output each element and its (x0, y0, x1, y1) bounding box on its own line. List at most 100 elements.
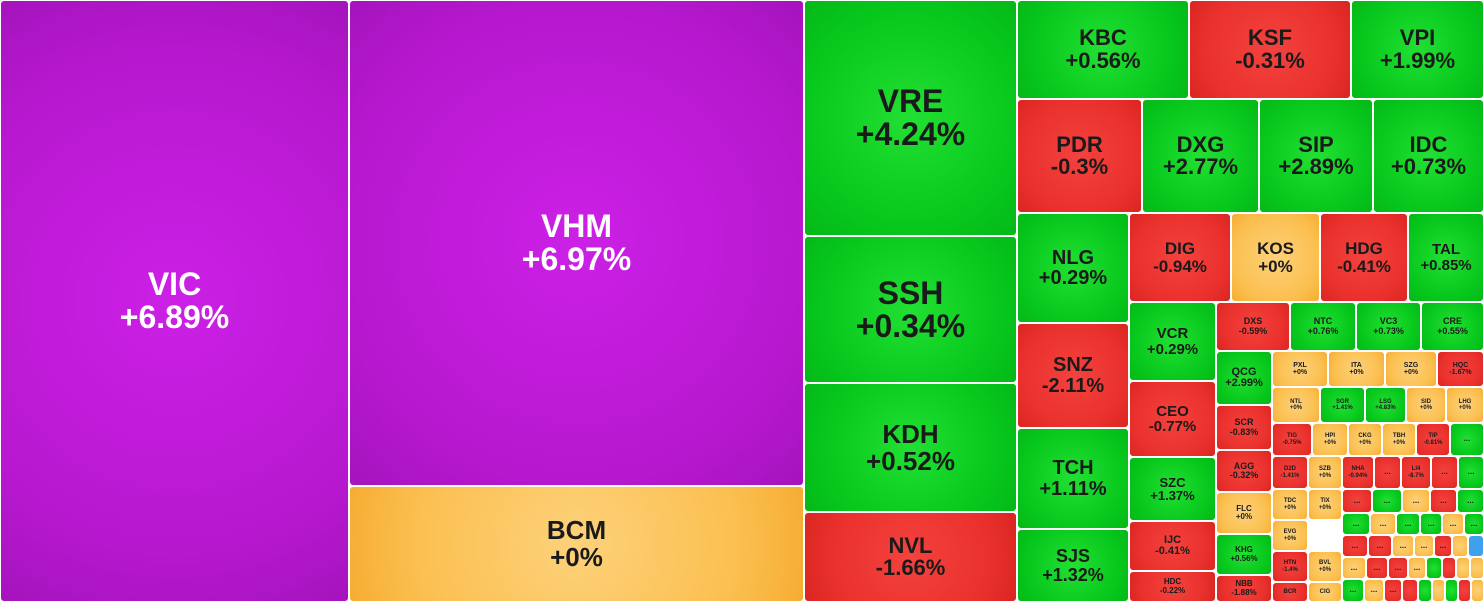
tile-vpi[interactable]: VPI +1.99% (1351, 0, 1484, 99)
tile-small[interactable]: ... (1364, 579, 1384, 602)
tile-ntc[interactable]: NTC +0.76% (1290, 302, 1356, 351)
tile-small[interactable]: ... (1457, 489, 1484, 513)
tile-small[interactable]: ... (1434, 535, 1452, 557)
tile-small[interactable] (1445, 579, 1458, 602)
tile-evg[interactable]: EVG +0% (1272, 520, 1308, 551)
tile-tal[interactable]: TAL +0.85% (1408, 213, 1484, 302)
tile-small[interactable] (1442, 557, 1456, 579)
tile-small[interactable]: ... (1450, 423, 1484, 456)
tile-hdg[interactable]: HDG -0.41% (1320, 213, 1408, 302)
tile-tix[interactable]: TIX +0% (1308, 489, 1342, 520)
tile-szg[interactable]: SZG +0% (1385, 351, 1437, 387)
tile-small[interactable]: ... (1442, 513, 1464, 535)
tile-lhg[interactable]: LHG +0% (1446, 387, 1484, 423)
tile-kdh[interactable]: KDH +0.52% (804, 383, 1017, 512)
tile-szb[interactable]: SZB +0% (1308, 456, 1342, 489)
tile-hpi[interactable]: HPI +0% (1312, 423, 1348, 456)
tile-small[interactable]: ... (1408, 557, 1426, 579)
tile-kbc[interactable]: KBC +0.56% (1017, 0, 1189, 99)
tile-small[interactable]: ... (1342, 513, 1370, 535)
tile-qcg[interactable]: QCG +2.99% (1216, 351, 1272, 405)
tile-small[interactable]: ... (1458, 456, 1484, 489)
tile-ceo[interactable]: CEO -0.77% (1129, 381, 1216, 457)
tile-li4[interactable]: LI4 -8.7% (1401, 456, 1431, 489)
tile-vhm[interactable]: VHM +6.97% (349, 0, 804, 486)
tile-ntl[interactable]: NTL +0% (1272, 387, 1320, 423)
tile-nha[interactable]: NHA -0.94% (1342, 456, 1374, 489)
tile-nvl[interactable]: NVL -1.66% (804, 512, 1017, 602)
tile-small[interactable] (1418, 579, 1432, 602)
tile-small[interactable]: ... (1372, 489, 1402, 513)
tile-small[interactable]: ... (1396, 513, 1420, 535)
tile-small[interactable] (1468, 535, 1484, 557)
tile-dig[interactable]: DIG -0.94% (1129, 213, 1231, 302)
tile-small[interactable]: ... (1388, 557, 1408, 579)
tile-small[interactable] (1456, 557, 1470, 579)
tile-pdr[interactable]: PDR -0.3% (1017, 99, 1142, 213)
tile-sid[interactable]: SID +0% (1406, 387, 1446, 423)
tile-tch[interactable]: TCH +1.11% (1017, 428, 1129, 529)
tile-small[interactable] (1452, 535, 1468, 557)
tile-tig[interactable]: TIG -0.75% (1272, 423, 1312, 456)
tile-htn[interactable]: HTN -1.4% (1272, 551, 1308, 582)
tile-nlg[interactable]: NLG +0.29% (1017, 213, 1129, 323)
tile-agg[interactable]: AGG -0.32% (1216, 450, 1272, 492)
tile-bcm[interactable]: BCM +0% (349, 486, 804, 602)
tile-khg[interactable]: KHG +0.56% (1216, 534, 1272, 575)
tile-small[interactable] (1426, 557, 1442, 579)
tile-cre[interactable]: CRE +0.55% (1421, 302, 1484, 351)
tile-small[interactable]: ... (1430, 489, 1457, 513)
tile-vc3[interactable]: VC3 +0.73% (1356, 302, 1421, 351)
tile-small[interactable]: ... (1402, 489, 1430, 513)
tile-small[interactable]: ... (1431, 456, 1458, 489)
tile-szc[interactable]: SZC +1.37% (1129, 457, 1216, 521)
tile-pxl[interactable]: PXL +0% (1272, 351, 1328, 387)
tile-ksf[interactable]: KSF -0.31% (1189, 0, 1351, 99)
tile-small[interactable] (1458, 579, 1471, 602)
tile-scr[interactable]: SCR -0.83% (1216, 405, 1272, 450)
tile-sjs[interactable]: SJS +1.32% (1017, 529, 1129, 602)
tile-tbh[interactable]: TBH +0% (1382, 423, 1416, 456)
tile-lsg[interactable]: LSG +4.83% (1365, 387, 1406, 423)
tile-d2d[interactable]: D2D -1.41% (1272, 456, 1308, 489)
tile-hqc[interactable]: HQC -1.67% (1437, 351, 1484, 387)
tile-small[interactable] (1471, 579, 1484, 602)
tile-vre[interactable]: VRE +4.24% (804, 0, 1017, 236)
tile-small[interactable]: ... (1420, 513, 1442, 535)
tile-small[interactable] (1470, 557, 1484, 579)
tile-small[interactable]: ... (1370, 513, 1396, 535)
tile-sip[interactable]: SIP +2.89% (1259, 99, 1373, 213)
tile-small[interactable] (1432, 579, 1445, 602)
tile-ita[interactable]: ITA +0% (1328, 351, 1385, 387)
tile-tip[interactable]: TIP -0.81% (1416, 423, 1450, 456)
tile-ssh[interactable]: SSH +0.34% (804, 236, 1017, 383)
tile-bvl[interactable]: BVL +0% (1308, 551, 1342, 582)
tile-dxs[interactable]: DXS -0.59% (1216, 302, 1290, 351)
tile-idc[interactable]: IDC +0.73% (1373, 99, 1484, 213)
tile-dxg[interactable]: DXG +2.77% (1142, 99, 1259, 213)
tile-kos[interactable]: KOS +0% (1231, 213, 1320, 302)
tile-snz[interactable]: SNZ -2.11% (1017, 323, 1129, 428)
tile-vcr[interactable]: VCR +0.29% (1129, 302, 1216, 381)
tile-sgr[interactable]: SGR +1.41% (1320, 387, 1365, 423)
tile-small[interactable]: ... (1392, 535, 1414, 557)
tile-cig[interactable]: CIG (1308, 582, 1342, 602)
tile-flc[interactable]: FLC +0% (1216, 492, 1272, 534)
tile-small[interactable]: ... (1464, 513, 1484, 535)
tile-small[interactable]: ... (1342, 579, 1364, 602)
tile-hdc[interactable]: HDC -0.22% (1129, 571, 1216, 602)
tile-small[interactable]: ... (1342, 489, 1372, 513)
tile-small[interactable]: ... (1374, 456, 1401, 489)
tile-small[interactable]: ... (1368, 535, 1392, 557)
tile-nbb[interactable]: NBB -1.88% (1216, 575, 1272, 602)
tile-small[interactable]: ... (1384, 579, 1402, 602)
tile-small[interactable] (1402, 579, 1418, 602)
tile-ckg[interactable]: CKG +0% (1348, 423, 1382, 456)
tile-small[interactable]: ... (1366, 557, 1388, 579)
tile-tdc[interactable]: TDC +0% (1272, 489, 1308, 520)
tile-small[interactable]: ... (1342, 557, 1366, 579)
tile-vic[interactable]: VIC +6.89% (0, 0, 349, 602)
tile-bcr[interactable]: BCR (1272, 582, 1308, 602)
tile-small[interactable]: ... (1414, 535, 1434, 557)
tile-ijc[interactable]: IJC -0.41% (1129, 521, 1216, 571)
